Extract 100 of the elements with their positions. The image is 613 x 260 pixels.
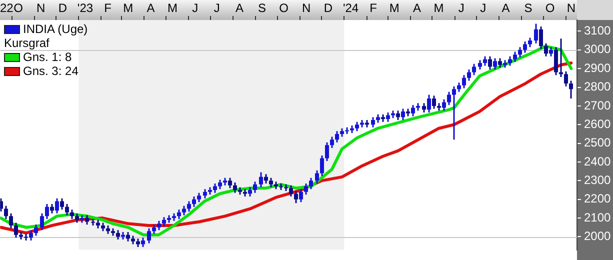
candlestick <box>177 208 181 220</box>
candlestick <box>371 116 375 128</box>
x-tick-label: '24 <box>342 1 359 16</box>
candlestick <box>116 229 120 240</box>
candlestick <box>523 40 527 54</box>
candlestick <box>70 208 74 220</box>
candlestick <box>498 58 502 68</box>
candlestick <box>141 236 145 248</box>
legend-title: Kursgraf <box>4 36 50 50</box>
x-tick-label: J <box>480 1 486 16</box>
candlestick <box>34 224 38 237</box>
candlestick <box>152 224 156 235</box>
candlestick <box>253 180 257 194</box>
candlestick <box>126 231 130 242</box>
candlestick <box>411 104 415 117</box>
candlestick <box>14 222 18 238</box>
candlestick <box>147 228 151 244</box>
candlestick <box>325 142 329 162</box>
candlestick <box>85 214 89 226</box>
x-tick-label: F <box>370 1 377 16</box>
candlestick <box>304 182 308 196</box>
x-tick-label: M <box>434 1 444 16</box>
candlestick <box>534 22 538 44</box>
legend-label: Gns. 1: 8 <box>23 50 72 64</box>
candlestick <box>294 190 298 204</box>
candlestick <box>544 42 548 58</box>
candlestick <box>564 70 568 88</box>
legend-label: INDIA (Uge) <box>23 22 88 36</box>
x-tick-label: M <box>123 1 134 16</box>
x-tick-label: F <box>104 1 112 16</box>
y-tick-label: 2700 <box>584 98 612 112</box>
y-tick-label: 2100 <box>584 210 612 224</box>
candlestick <box>264 173 268 184</box>
x-tick-label: A <box>412 1 421 16</box>
candlestick <box>427 94 431 114</box>
x-tick-label: A <box>235 1 244 16</box>
candlestick <box>493 58 497 70</box>
candlestick <box>569 80 573 100</box>
candlestick <box>315 170 319 184</box>
candlestick <box>518 46 522 58</box>
candlestick <box>299 188 303 203</box>
candlestick <box>386 112 390 123</box>
candlestick <box>29 229 33 242</box>
candlestick <box>478 59 482 70</box>
candlestick <box>401 108 405 121</box>
candlestick <box>508 56 512 67</box>
x-tick-label: O <box>14 1 23 16</box>
candlestick <box>320 154 324 177</box>
candlestick <box>483 56 487 67</box>
x-tick-label: D <box>58 1 68 16</box>
x-tick-label: O <box>545 1 555 16</box>
candlestick <box>157 220 161 231</box>
x-tick-label: '23 <box>77 1 94 16</box>
candlestick <box>192 196 196 208</box>
candlestick <box>447 91 451 106</box>
candlestick <box>488 56 492 70</box>
candlestick <box>335 130 339 144</box>
candlestick <box>50 203 54 214</box>
candlestick <box>422 102 426 114</box>
candlestick <box>9 212 13 230</box>
x-tick-label: N <box>302 1 311 16</box>
candlestick <box>355 121 359 132</box>
x-tick-label: A <box>502 1 510 16</box>
y-tick-label: 2800 <box>584 80 612 94</box>
candlestick <box>289 184 293 198</box>
candlestick <box>182 205 186 216</box>
candlestick <box>65 203 69 216</box>
candlestick <box>4 205 8 220</box>
candlestick <box>539 26 543 50</box>
candlestick <box>197 192 201 203</box>
candlestick <box>40 212 44 231</box>
y-tick-label: 2600 <box>584 116 612 131</box>
x-tick-label: J <box>214 1 220 16</box>
candlestick <box>228 177 232 189</box>
y-tick-label: 3100 <box>584 24 612 38</box>
y-tick-label: 2300 <box>584 172 612 187</box>
candlestick <box>55 198 59 214</box>
candlestick <box>452 86 456 140</box>
x-tick-label: N <box>566 1 576 16</box>
y-tick-label: 2200 <box>584 192 612 206</box>
legend-label: Gns. 3: 24 <box>23 64 78 78</box>
candlestick <box>330 136 334 149</box>
y-tick-label: 2400 <box>584 154 612 168</box>
x-tick-label: N <box>36 1 46 16</box>
x-tick-label: D <box>324 1 333 16</box>
candlestick <box>467 68 471 82</box>
x-tick-label: A <box>146 1 155 16</box>
candlestick <box>162 216 166 228</box>
candlestick <box>248 186 252 198</box>
candlestick <box>442 98 446 112</box>
candlestick <box>75 212 79 224</box>
x-tick-label: O <box>279 1 289 16</box>
candlestick <box>269 177 273 188</box>
candlestick <box>472 63 476 76</box>
candlestick <box>203 188 207 200</box>
candlestick <box>528 37 532 48</box>
candlestick <box>259 172 263 188</box>
x-tick-label: M <box>168 1 178 16</box>
x-tick-label: 22 <box>0 1 14 16</box>
candlestick <box>554 46 558 76</box>
